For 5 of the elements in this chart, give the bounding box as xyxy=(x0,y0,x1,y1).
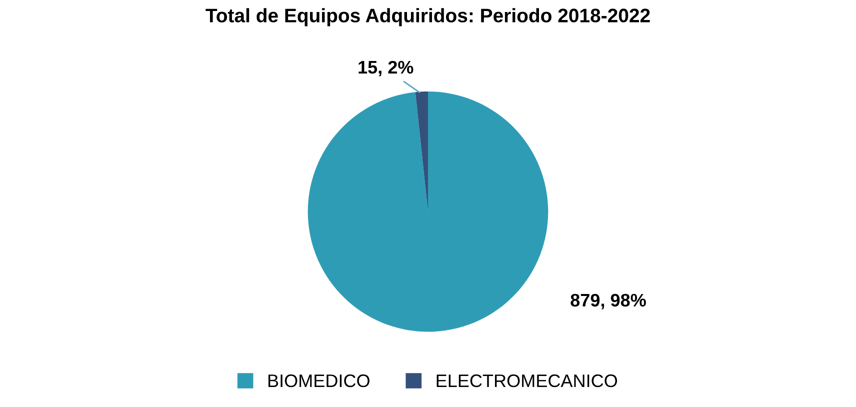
legend-label: ELECTROMECANICO xyxy=(436,374,618,388)
chart-title: Total de Equipos Adquiridos: Periodo 2018-2022 xyxy=(206,8,650,26)
data-label: 879, 98% xyxy=(570,294,646,310)
legend-label: BIOMEDICO xyxy=(268,374,370,388)
data-label: 15, 2% xyxy=(358,60,414,76)
